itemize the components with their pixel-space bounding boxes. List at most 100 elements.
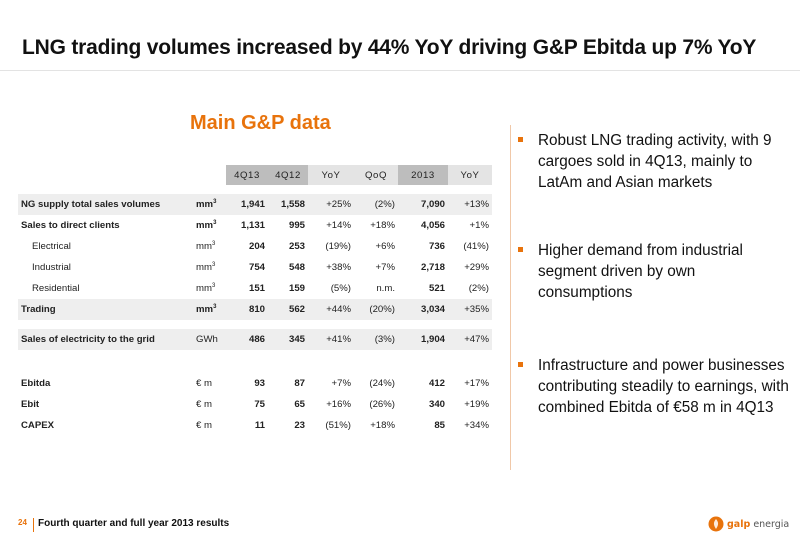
cell-value: n.m. — [376, 283, 395, 294]
cell-value: 11 — [254, 420, 265, 431]
cell-value: 3,034 — [398, 299, 448, 320]
col-header-4q13: 4Q13 — [226, 165, 268, 185]
cell-value: +34% — [464, 420, 489, 431]
row-unit: GWh — [188, 329, 226, 350]
galp-energia-logo: galp energia — [708, 514, 789, 534]
cell-value: +13% — [448, 194, 492, 215]
logo-text: galp energia — [727, 518, 790, 530]
cell-value: (3%) — [354, 329, 398, 350]
cell-value: 23 — [294, 420, 305, 431]
table-row: Electrical mm3 204 253 (19%) +6% 736 (41… — [18, 236, 492, 257]
table-row: Industrial mm3 754 548 +38% +7% 2,718 +2… — [18, 257, 492, 278]
row-label: Sales of electricity to the grid — [18, 329, 188, 350]
row-unit: mm3 — [196, 240, 216, 253]
table-row: Ebit € m 75 65 +16% (26%) 340 +19% — [18, 394, 492, 415]
cell-value: 253 — [288, 241, 305, 252]
cell-value: (26%) — [369, 399, 395, 410]
row-label: Ebitda — [21, 378, 51, 389]
footer-text: Fourth quarter and full year 2013 result… — [38, 518, 230, 529]
cell-value: (2%) — [468, 283, 489, 294]
row-unit: mm3 — [188, 299, 226, 320]
cell-value: +44% — [308, 299, 354, 320]
table-row: Residential mm3 151 159 (5%) n.m. 521 (2… — [18, 278, 492, 299]
cell-value: 754 — [248, 262, 265, 273]
row-unit: € m — [196, 378, 212, 389]
row-label: Electrical — [32, 241, 71, 252]
cell-value: 736 — [428, 241, 445, 252]
table-row: CAPEX € m 11 23 (51%) +18% 85 +34% — [18, 415, 492, 436]
cell-value: 87 — [294, 378, 305, 389]
col-header-yoy-annual: YoY — [448, 165, 492, 185]
bullet-square-icon — [518, 137, 523, 142]
table-row: Sales to direct clients mm3 1,131 995 +1… — [18, 215, 492, 236]
cell-value: (20%) — [354, 299, 398, 320]
cell-value: 810 — [226, 299, 268, 320]
cell-value: 204 — [248, 241, 265, 252]
bullet-text: Infrastructure and power businesses cont… — [538, 357, 789, 416]
row-unit: mm3 — [196, 261, 216, 274]
cell-value: 562 — [268, 299, 308, 320]
cell-value: +25% — [308, 194, 354, 215]
cell-value: 1,131 — [240, 220, 265, 231]
table-row: Trading mm3 810 562 +44% (20%) 3,034 +35… — [18, 299, 492, 320]
cell-value: (2%) — [354, 194, 398, 215]
row-label: Industrial — [32, 262, 71, 273]
col-header-4q12: 4Q12 — [268, 165, 308, 185]
galp-flame-icon — [708, 516, 724, 532]
cell-value: +18% — [370, 220, 395, 231]
cell-value: 548 — [288, 262, 305, 273]
cell-value: 93 — [254, 378, 265, 389]
cell-value: 4,056 — [420, 220, 445, 231]
bullet-square-icon — [518, 362, 523, 367]
cell-value: +41% — [308, 329, 354, 350]
cell-value: 412 — [428, 378, 445, 389]
row-label: Residential — [32, 283, 80, 294]
col-header-2013: 2013 — [398, 165, 448, 185]
cell-value: +18% — [370, 420, 395, 431]
cell-value: +7% — [331, 378, 351, 389]
cell-value: +29% — [464, 262, 489, 273]
row-unit: € m — [196, 399, 212, 410]
cell-value: +19% — [464, 399, 489, 410]
cell-value: +47% — [448, 329, 492, 350]
footer-divider — [33, 518, 34, 532]
table-row: NG supply total sales volumes mm3 1,941 … — [18, 194, 492, 215]
row-label: Ebit — [21, 399, 40, 410]
cell-value: +38% — [326, 262, 351, 273]
row-unit: € m — [196, 420, 212, 431]
cell-value: 995 — [288, 220, 305, 231]
section-title: Main G&P data — [190, 112, 331, 134]
col-header-qoq: QoQ — [354, 165, 398, 185]
cell-value: +6% — [375, 241, 395, 252]
col-header-yoy: YoY — [308, 165, 354, 185]
cell-value: +7% — [375, 262, 395, 273]
cell-value: (41%) — [463, 241, 489, 252]
slide-title: LNG trading volumes increased by 44% YoY… — [22, 36, 757, 59]
table-header-row: 4Q13 4Q12 YoY QoQ 2013 YoY — [18, 165, 492, 185]
cell-value: +14% — [326, 220, 351, 231]
cell-value: 159 — [288, 283, 305, 294]
bullet-text: Robust LNG trading activity, with 9 carg… — [538, 132, 772, 191]
cell-value: +17% — [464, 378, 489, 389]
cell-value: (24%) — [369, 378, 395, 389]
g-and-p-data-table: 4Q13 4Q12 YoY QoQ 2013 YoY NG supply tot… — [18, 165, 492, 436]
cell-value: 1,904 — [398, 329, 448, 350]
cell-value: 65 — [294, 399, 305, 410]
cell-value: +35% — [448, 299, 492, 320]
row-unit: mm3 — [188, 194, 226, 215]
cell-value: (19%) — [325, 241, 351, 252]
cell-value: 345 — [268, 329, 308, 350]
cell-value: +16% — [326, 399, 351, 410]
title-divider — [0, 70, 800, 71]
cell-value: +1% — [469, 220, 489, 231]
cell-value: 7,090 — [398, 194, 448, 215]
cell-value: 75 — [254, 399, 265, 410]
cell-value: 151 — [248, 283, 265, 294]
bullet-item: Higher demand from industrial segment dr… — [518, 240, 793, 303]
cell-value: 1,558 — [268, 194, 308, 215]
row-label: CAPEX — [21, 420, 55, 431]
bullet-square-icon — [518, 247, 523, 252]
row-label: NG supply total sales volumes — [18, 194, 188, 215]
bullet-item: Infrastructure and power businesses cont… — [518, 355, 793, 418]
cell-value: (5%) — [330, 283, 351, 294]
